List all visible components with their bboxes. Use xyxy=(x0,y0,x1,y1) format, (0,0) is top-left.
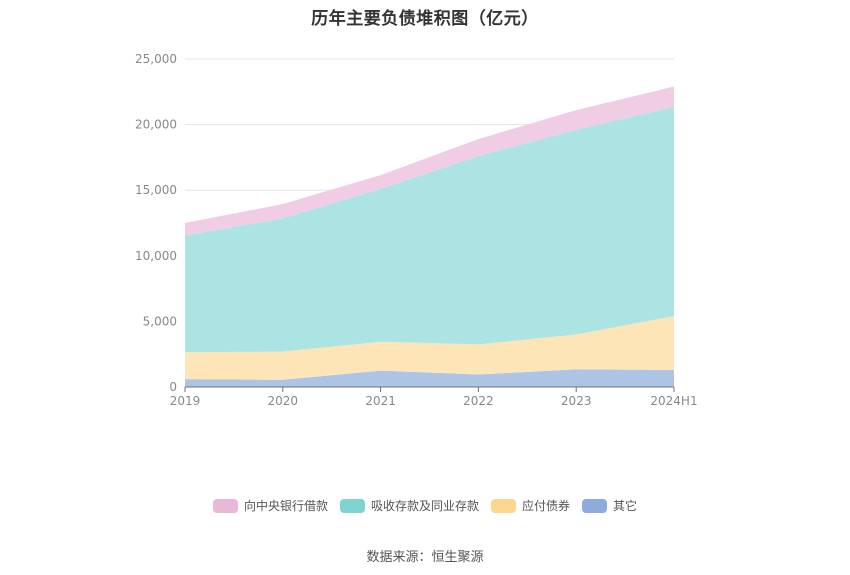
legend-swatch-icon xyxy=(212,498,238,513)
y-tick-label: 20,000 xyxy=(135,118,177,132)
area-series xyxy=(185,86,674,387)
legend-label: 其它 xyxy=(613,499,638,513)
y-tick-label: 15,000 xyxy=(135,183,177,197)
area-向中央银行借款[interactable] xyxy=(185,86,674,236)
x-tick-label: 2023 xyxy=(561,394,592,408)
legend-label: 应付债券 xyxy=(522,499,571,513)
x-tick-label: 2021 xyxy=(365,394,396,408)
legend-label: 吸收存款及同业存款 xyxy=(370,499,479,513)
legend-swatch-icon xyxy=(491,498,516,513)
y-tick-label: 5,000 xyxy=(143,314,177,328)
y-tick-label: 10,000 xyxy=(135,249,177,263)
x-tick-label: 2020 xyxy=(268,394,299,408)
legend-item[interactable]: 吸收存款及同业存款 xyxy=(339,497,479,514)
legend-label: 向中央银行借款 xyxy=(243,499,328,513)
area-吸收存款及同业存款[interactable] xyxy=(185,106,674,353)
data-source: 数据来源：恒生聚源 xyxy=(366,550,484,565)
x-tick-label: 2024H1 xyxy=(650,394,697,408)
chart-title: 历年主要负债堆积图（亿元） xyxy=(311,9,539,29)
legend-item[interactable]: 应付债券 xyxy=(491,497,570,514)
y-tick-label: 25,000 xyxy=(135,52,177,66)
legend-swatch-icon xyxy=(582,498,608,513)
area-应付债券[interactable] xyxy=(185,316,674,380)
legend-item[interactable]: 向中央银行借款 xyxy=(212,497,328,514)
x-tick-label: 2019 xyxy=(170,394,201,408)
legend: 向中央银行借款 吸收存款及同业存款 应付债券 其它 xyxy=(0,497,850,514)
axes: 2019 2020 2021 2022 2023 2024H1 xyxy=(170,386,698,408)
y-tick-label: 0 xyxy=(169,380,177,394)
legend-item[interactable]: 其它 xyxy=(582,497,637,514)
legend-swatch-icon xyxy=(339,498,365,513)
x-tick-label: 2022 xyxy=(463,394,494,408)
area-其它[interactable] xyxy=(185,369,674,387)
